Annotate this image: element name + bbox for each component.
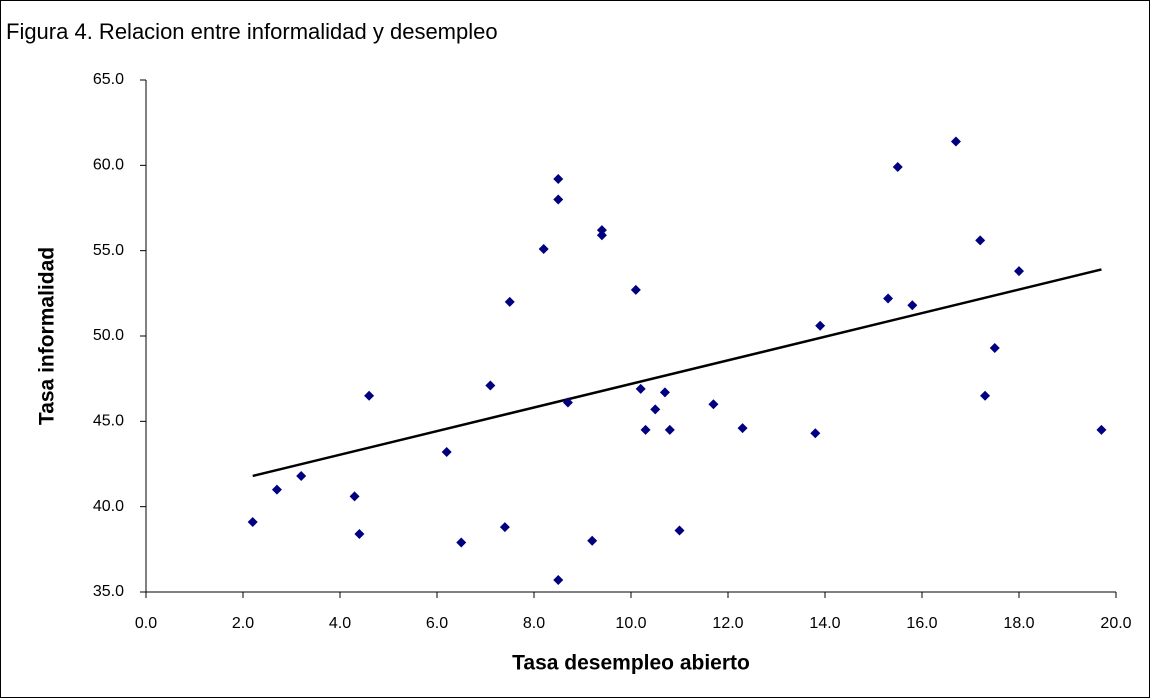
point (892, 162, 903, 173)
y-tick-label: 50.0 (93, 327, 124, 344)
x-axis-title: Tasa desempleo abierto (512, 652, 750, 675)
point (587, 535, 598, 546)
y-tick-label: 65.0 (93, 71, 124, 88)
point (271, 484, 282, 495)
x-tick-label: 18.0 (1003, 615, 1034, 632)
point (708, 399, 719, 410)
point (364, 390, 375, 401)
point (635, 383, 646, 394)
y-tick-label: 35.0 (93, 583, 124, 600)
x-tick-label: 14.0 (809, 615, 840, 632)
point (980, 390, 991, 401)
x-tick-label: 12.0 (712, 615, 743, 632)
point (553, 173, 564, 184)
point (640, 424, 651, 435)
point (950, 136, 961, 147)
point (562, 397, 573, 408)
point (815, 320, 826, 331)
x-tick-label: 0.0 (135, 615, 157, 632)
y-tick-label: 55.0 (93, 242, 124, 259)
point (674, 525, 685, 536)
x-tick-label: 16.0 (906, 615, 937, 632)
point (538, 243, 549, 254)
point (596, 225, 607, 236)
point (504, 296, 515, 307)
point (553, 194, 564, 205)
x-tick-label: 6.0 (426, 615, 448, 632)
point (1096, 424, 1107, 435)
point (247, 517, 258, 528)
point (1014, 266, 1024, 277)
point (975, 235, 986, 246)
point (810, 428, 821, 439)
point (630, 284, 641, 295)
point (664, 424, 675, 435)
point (650, 404, 661, 415)
x-tick-label: 4.0 (329, 615, 351, 632)
point (596, 230, 607, 241)
point (883, 293, 894, 304)
chart-title: Figura 4. Relacion entre informalidad y … (6, 19, 498, 44)
x-tick-label: 10.0 (615, 615, 646, 632)
x-tick-label: 2.0 (232, 615, 254, 632)
point (737, 423, 748, 434)
x-tick-label: 20.0 (1100, 615, 1131, 632)
point (499, 522, 510, 533)
point (456, 537, 467, 548)
y-tick-label: 60.0 (93, 157, 124, 174)
y-tick-label: 40.0 (93, 498, 124, 515)
point (907, 300, 918, 311)
point (441, 447, 452, 458)
x-tick-label: 8.0 (523, 615, 545, 632)
y-tick-label: 45.0 (93, 413, 124, 430)
point (349, 491, 360, 502)
point (553, 575, 564, 586)
point (989, 342, 1000, 353)
point (296, 470, 307, 481)
point (485, 380, 496, 391)
y-axis-title: Tasa informalidad (36, 247, 59, 425)
point (659, 387, 670, 398)
trend-line (252, 268, 1102, 478)
point (354, 528, 365, 539)
